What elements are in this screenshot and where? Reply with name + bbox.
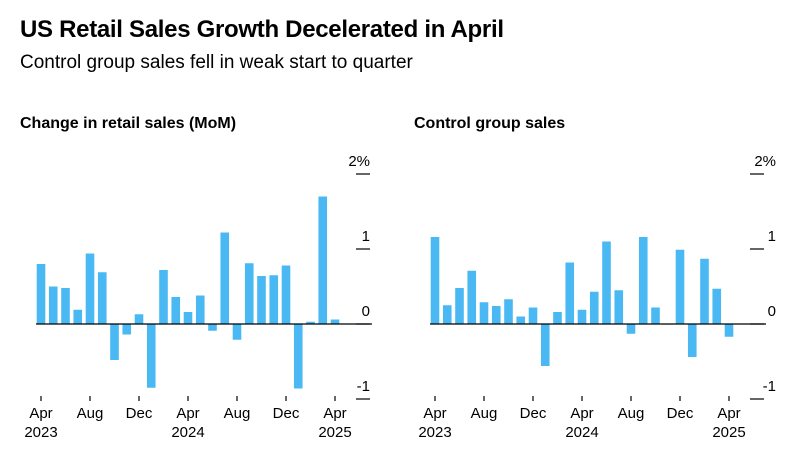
panel-title-control-group: Control group sales: [414, 115, 566, 132]
x-year-label: 2024: [565, 424, 598, 441]
x-tick-label: Aug: [618, 405, 645, 422]
bar: [626, 324, 636, 334]
y-tick-label: 1: [768, 228, 776, 245]
y-tick-label: 2%: [754, 153, 776, 170]
y-tick-label: -1: [763, 378, 776, 395]
bar: [430, 237, 440, 324]
x-year-label: 2025: [712, 424, 745, 441]
panel-title-retail-sales: Change in retail sales (MoM): [20, 115, 237, 132]
x-year-label: 2024: [171, 424, 204, 441]
x-year-label: 2023: [418, 424, 451, 441]
bar: [183, 312, 193, 324]
bar: [602, 241, 611, 324]
x-tick-label: Aug: [224, 405, 251, 422]
retail-sales-bar-chart: 2% 1 0 -1 Apr Aug Dec Apr Aug Dec Apr 2023 2024 2025: [24, 153, 372, 441]
bar: [159, 270, 168, 324]
x-tick-label: Aug: [77, 405, 104, 422]
y-tick-label: 0: [362, 303, 370, 320]
bar: [638, 237, 648, 324]
x-year-label: 2025: [318, 424, 351, 441]
bar: [134, 314, 144, 324]
bar: [540, 324, 550, 366]
bar: [306, 321, 315, 324]
bar: [281, 265, 291, 324]
bar: [269, 275, 279, 324]
bar: [110, 324, 119, 360]
x-tick-label: Apr: [423, 405, 446, 422]
x-tick-label: Aug: [471, 405, 498, 422]
bar: [48, 286, 58, 324]
x-tick-label: Apr: [717, 405, 740, 422]
bar: [442, 305, 452, 324]
bar: [208, 324, 217, 331]
bar: [467, 270, 477, 324]
bar: [146, 324, 156, 388]
bar: [232, 324, 242, 340]
bar: [257, 276, 266, 324]
bar: [36, 264, 46, 324]
bar: [504, 299, 513, 324]
bar: [195, 295, 205, 324]
bar: [614, 290, 624, 324]
bar: [687, 324, 697, 357]
bar: [553, 312, 562, 324]
chart-title: US Retail Sales Growth Decelerated in Ap…: [20, 16, 504, 43]
bar: [318, 196, 328, 324]
x-tick-label: Dec: [520, 405, 547, 422]
y-tick-label: 0: [768, 303, 776, 320]
x-year-label: 2023: [24, 424, 57, 441]
bar: [73, 309, 83, 324]
x-tick-label: Apr: [29, 405, 52, 422]
y-tick-label: -1: [357, 378, 370, 395]
x-tick-label: Apr: [176, 405, 199, 422]
bar: [675, 249, 685, 324]
bar: [61, 288, 70, 324]
x-tick-label: Dec: [273, 405, 300, 422]
bar: [244, 263, 254, 324]
bar: [712, 288, 722, 324]
bar: [330, 319, 340, 324]
bar: [589, 291, 599, 324]
bar: [700, 258, 709, 324]
chart-subtitle: Control group sales fell in weak start t…: [20, 52, 413, 73]
x-tick-label: Apr: [570, 405, 593, 422]
bar: [491, 306, 501, 324]
x-tick-label: Dec: [126, 405, 153, 422]
bar: [171, 297, 181, 324]
bar: [724, 324, 734, 337]
bar: [455, 288, 464, 324]
bar: [293, 324, 303, 389]
y-tick-label: 1: [362, 228, 370, 245]
bar: [651, 307, 660, 324]
bar: [97, 272, 107, 324]
y-tick-label: 2%: [348, 153, 370, 170]
bar: [577, 309, 587, 324]
x-tick-label: Dec: [667, 405, 694, 422]
x-tick-label: Apr: [323, 405, 346, 422]
bar: [516, 316, 526, 324]
bar: [220, 232, 230, 324]
bar: [122, 324, 132, 335]
bar: [479, 302, 489, 324]
bar: [528, 307, 538, 324]
bar: [565, 262, 575, 324]
bar: [85, 253, 95, 324]
